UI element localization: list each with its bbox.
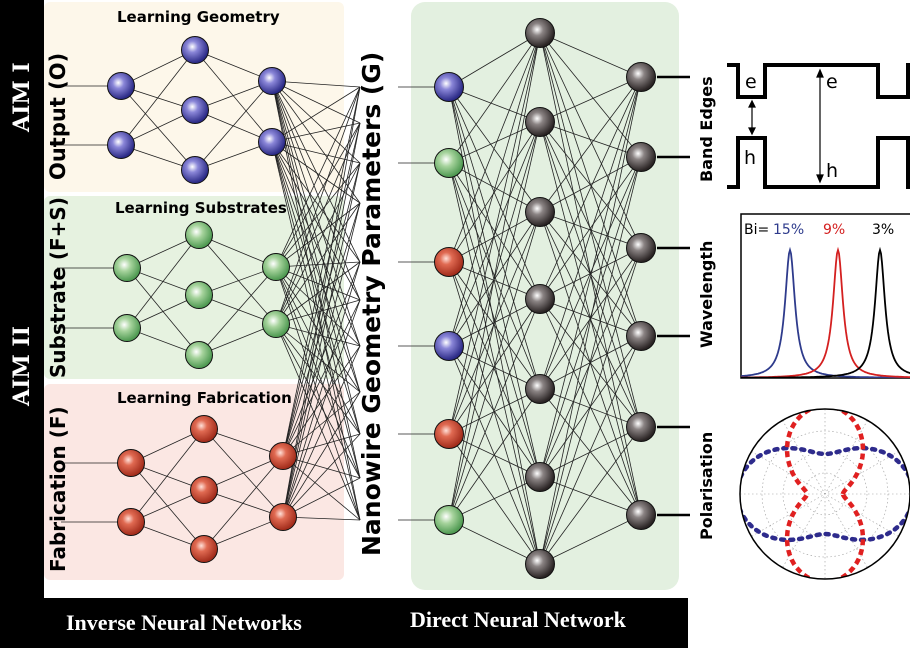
substrate-node [113,254,141,282]
geometry-node [258,128,286,156]
direct-hidden-node [525,374,555,404]
band-e-right: e [826,71,838,93]
output-side-label: Output (O) [46,52,70,180]
learning-fabrication-title: Learning Fabrication [117,389,292,407]
polar-frame [739,408,910,580]
polar-spokes [740,409,910,579]
direct-output-node [626,142,656,172]
substrate-node [262,253,290,281]
wavelength-label: Wavelength [697,240,716,348]
direct-hidden-node [525,197,555,227]
direct-input-node [434,247,464,277]
fabrication-node [190,535,218,563]
aim-1-label: AIM I [9,62,35,132]
polar-curves [740,409,910,579]
direct-input-node [434,331,464,361]
band-h-left: h [744,147,756,169]
band-edge-arrows [748,68,824,184]
direct-hidden-node [525,462,555,492]
direct-output-node [626,321,656,351]
geometry-node [181,96,209,124]
spectra-prefix: Bi= [744,222,769,238]
direct-hidden-node [525,549,555,579]
geometry-node [181,156,209,184]
band-edges-label: Band Edges [697,76,716,182]
geometry-node [107,72,135,100]
band-e-left: e [745,71,757,93]
fabrication-node [190,415,218,443]
spectra-curves [741,246,910,378]
substrate-node [262,310,290,338]
direct-hidden-node [525,18,555,48]
direct-hidden-node [525,107,555,137]
spectra-frame [740,213,910,379]
left-black-bar [0,0,44,648]
substrate-node [185,221,213,249]
direct-hidden-node [525,284,555,314]
substrate-node [113,314,141,342]
spectrum-curve-0 [741,246,910,378]
direct-input-node [434,148,464,178]
spectra-peak-label-3: 3% [872,222,894,238]
bottom-black-bar [0,598,688,648]
direct-input-node [434,505,464,535]
direct-output-node [626,412,656,442]
network-nodes [107,18,656,579]
learning-substrates-title: Learning Substrates [115,199,287,217]
substrate-side-label: Substrate (F+S) [46,197,70,378]
output-connectors [657,75,690,517]
polarisation-label: Polarisation [697,431,716,540]
inverse-networks-label: Inverse Neural Networks [66,610,302,635]
direct-output-node [626,500,656,530]
spectrum-curve-2 [741,246,910,378]
substrate-node [185,341,213,369]
fabrication-side-label: Fabrication (F) [46,406,70,572]
band-h-right: h [826,160,838,182]
fabrication-node [117,508,145,536]
band-edge-diagram [727,63,910,189]
direct-network-label: Direct Neural Network [410,607,626,632]
substrate-node [185,281,213,309]
learning-geometry-title: Learning Geometry [117,8,280,26]
geometry-node [181,36,209,64]
fabrication-node [117,449,145,477]
fabrication-node [190,476,218,504]
fabrication-node [269,503,297,531]
geometry-node [107,131,135,159]
direct-output-node [626,233,656,263]
spectrum-curve-1 [741,246,910,378]
nanowire-geometry-label: Nanowire Geometry Parameters (G) [357,51,386,556]
spectra-peak-label-15: 15% [773,222,804,238]
direct-input-node [434,72,464,102]
direct-input-node [434,419,464,449]
direct-output-node [626,62,656,92]
aim-2-label: AIM II [9,326,35,406]
spectra-peak-label-9: 9% [823,222,845,238]
polarisation-curve-horizontal [740,445,910,543]
fabrication-node [269,442,297,470]
geometry-node [258,67,286,95]
